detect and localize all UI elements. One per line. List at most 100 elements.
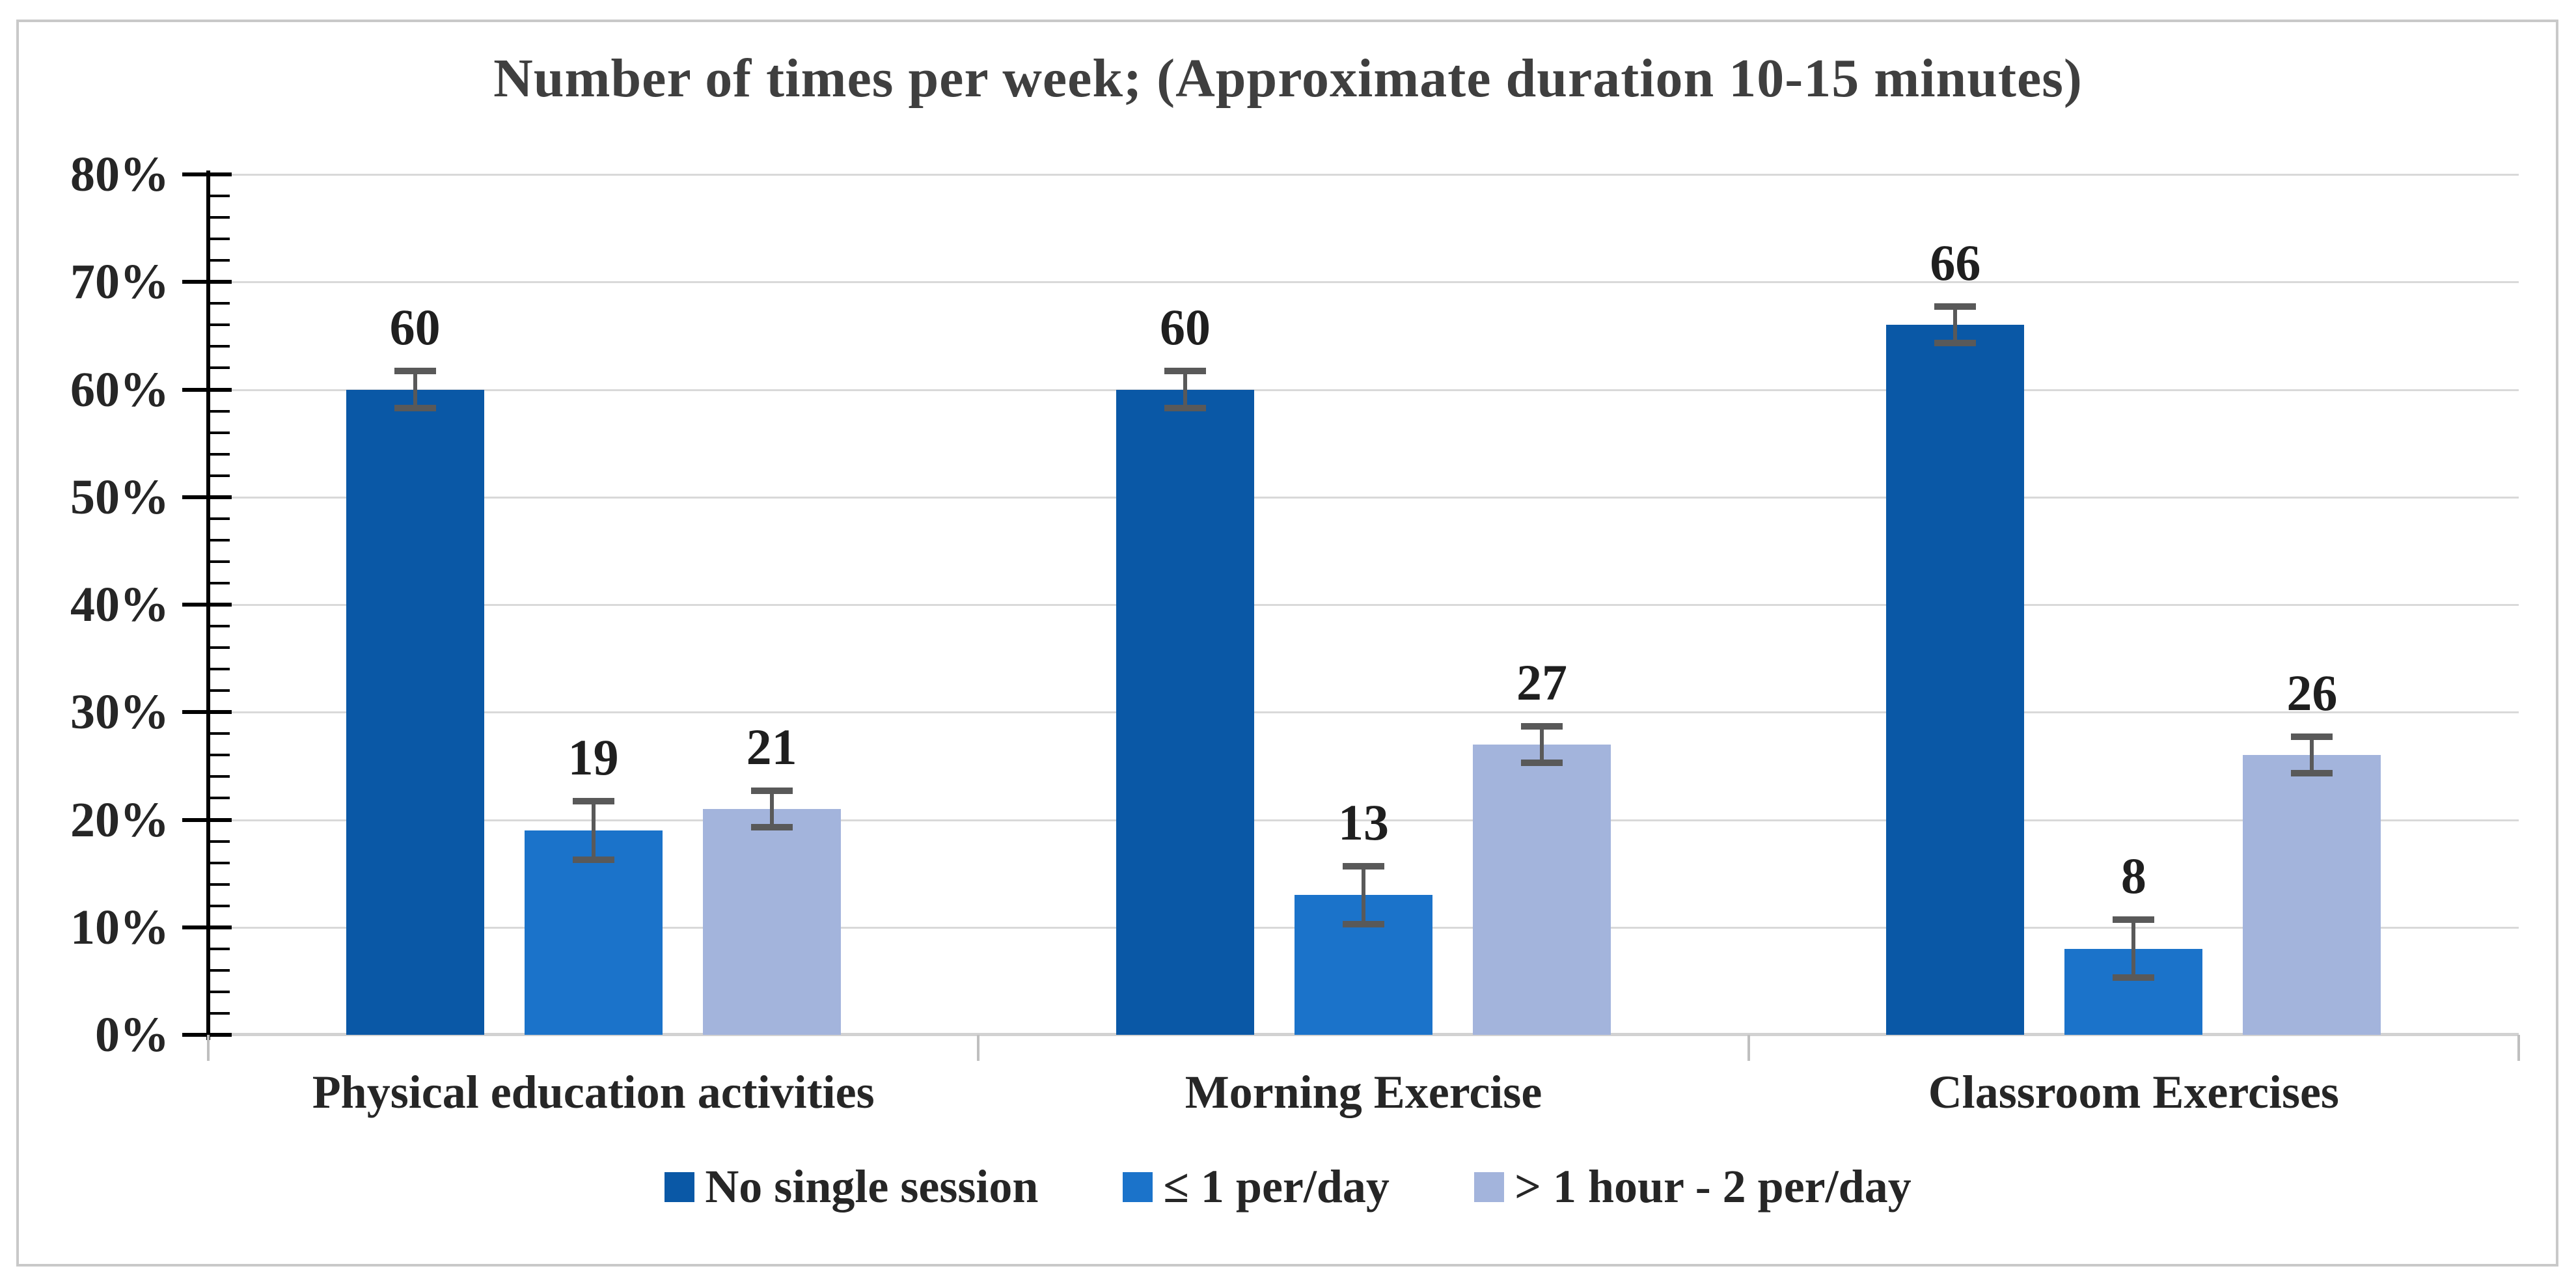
gridline-30: [208, 711, 2519, 714]
y-axis-label-70: 70%: [70, 254, 169, 310]
error-bar-line: [413, 368, 417, 411]
y-minor-tick-62: [210, 366, 230, 370]
legend-label: ≤ 1 per/day: [1163, 1160, 1390, 1213]
y-axis-label-80: 80%: [70, 147, 169, 202]
bar--1-per-day-g0: [524, 830, 663, 1035]
value-label-27: 27: [1516, 653, 1567, 711]
y-minor-tick-64: [210, 345, 230, 348]
y-axis-label-0: 0%: [95, 1007, 169, 1062]
y-minor-tick-56: [210, 431, 230, 434]
value-label-13: 13: [1338, 793, 1389, 851]
error-bar-cap-bottom: [1343, 920, 1384, 927]
y-minor-tick-58: [210, 409, 230, 413]
error-bar-cap-top: [750, 787, 793, 794]
error-bar-cap-bottom: [2113, 974, 2155, 981]
y-axis-label-50: 50%: [70, 469, 169, 525]
bar--1-hour-2-per-day-g2: [2243, 755, 2381, 1035]
y-minor-tick-4: [210, 990, 230, 993]
error-bar-cap-bottom: [2291, 770, 2333, 777]
category-label-morning-exercise: Morning Exercise: [1185, 1066, 1542, 1118]
y-axis-label-10: 10%: [70, 899, 169, 955]
y-axis-label-30: 30%: [70, 685, 169, 740]
error-bar-cap-top: [572, 798, 614, 805]
y-minor-tick-16: [210, 861, 230, 864]
error-bar-cap-top: [1521, 722, 1563, 730]
error-bar-cap-top: [2291, 733, 2333, 741]
value-label-21: 21: [746, 718, 797, 775]
legend-item--1-per-day: ≤ 1 per/day: [1123, 1160, 1390, 1214]
legend-label: No single session: [705, 1160, 1039, 1213]
legend-item--1-hour-2-per-day: > 1 hour - 2 per/day: [1473, 1160, 1911, 1214]
error-bar-line: [1953, 303, 1958, 347]
y-major-tick-30: [182, 710, 232, 715]
error-bar-cap-bottom: [394, 404, 436, 411]
value-label-26: 26: [2286, 665, 2338, 722]
legend-marker-icon: [665, 1172, 695, 1202]
legend-marker-icon: [1473, 1172, 1504, 1202]
error-bar-cap-top: [1164, 368, 1206, 375]
y-major-tick-80: [182, 172, 232, 176]
error-bar-line: [2131, 916, 2136, 981]
y-minor-tick-18: [210, 840, 230, 843]
x-boundary-tick-0: [207, 1035, 210, 1061]
y-major-tick-40: [182, 603, 232, 607]
y-minor-tick-72: [210, 259, 230, 262]
plot-area: 60 19 21 60 13 27 66 8 26: [208, 174, 2519, 1036]
error-bar-line: [2310, 733, 2314, 777]
value-label-8: 8: [2120, 847, 2146, 905]
error-bar-cap-bottom: [1934, 340, 1977, 347]
legend-marker-icon: [1123, 1172, 1153, 1202]
gridline-80: [208, 174, 2519, 176]
y-axis-label-60: 60%: [70, 362, 169, 417]
legend-label: > 1 hour - 2 per/day: [1514, 1160, 1911, 1213]
bar-no-single-session-g1: [1116, 389, 1254, 1035]
y-minor-tick-32: [210, 689, 230, 692]
y-minor-tick-24: [210, 775, 230, 778]
gridline-60: [208, 389, 2519, 391]
y-minor-tick-66: [210, 323, 230, 327]
error-bar-line: [591, 798, 596, 863]
x-boundary-tick-2: [1747, 1035, 1750, 1061]
y-minor-tick-2: [210, 1011, 230, 1015]
y-axis-label-20: 20%: [70, 792, 169, 847]
legend-item-no-single-session: No single session: [665, 1160, 1038, 1214]
error-bar-line: [769, 787, 774, 831]
category-label-classroom-exercises: Classroom Exercises: [1928, 1066, 2339, 1118]
error-bar-cap-bottom: [1521, 759, 1563, 766]
y-major-tick-50: [182, 495, 232, 499]
error-bar-cap-bottom: [750, 824, 793, 831]
value-label-19: 19: [568, 729, 619, 786]
error-bar-line: [1183, 368, 1187, 411]
legend: No single session ≤ 1 per/day > 1 hour - 2…: [0, 1160, 2576, 1214]
y-minor-tick-26: [210, 754, 230, 757]
y-major-tick-20: [182, 817, 232, 822]
y-minor-tick-28: [210, 732, 230, 735]
error-bar-line: [1540, 722, 1544, 766]
y-minor-tick-22: [210, 797, 230, 800]
y-minor-tick-42: [210, 581, 230, 584]
y-minor-tick-8: [210, 947, 230, 950]
y-major-tick-70: [182, 280, 232, 284]
error-bar-cap-top: [1343, 862, 1384, 870]
y-minor-tick-78: [210, 195, 230, 198]
y-minor-tick-68: [210, 302, 230, 305]
gridline-70: [208, 281, 2519, 284]
y-minor-tick-44: [210, 560, 230, 563]
bar-no-single-session-g0: [346, 389, 484, 1035]
value-label-60: 60: [1160, 299, 1211, 356]
y-minor-tick-46: [210, 538, 230, 541]
error-bar-cap-top: [394, 368, 436, 375]
error-bar-cap-top: [1934, 303, 1977, 310]
x-boundary-tick-1: [977, 1035, 980, 1061]
category-label-physical-education-activities: Physical education activities: [312, 1066, 875, 1118]
value-label-66: 66: [1930, 234, 1981, 292]
gridline-20: [208, 819, 2519, 821]
y-minor-tick-36: [210, 646, 230, 650]
y-minor-tick-34: [210, 668, 230, 671]
bar--1-hour-2-per-day-g1: [1473, 744, 1611, 1035]
error-bar-cap-bottom: [1164, 404, 1206, 411]
y-major-tick-60: [182, 387, 232, 392]
error-bar-line: [1362, 862, 1365, 927]
y-minor-tick-38: [210, 625, 230, 628]
